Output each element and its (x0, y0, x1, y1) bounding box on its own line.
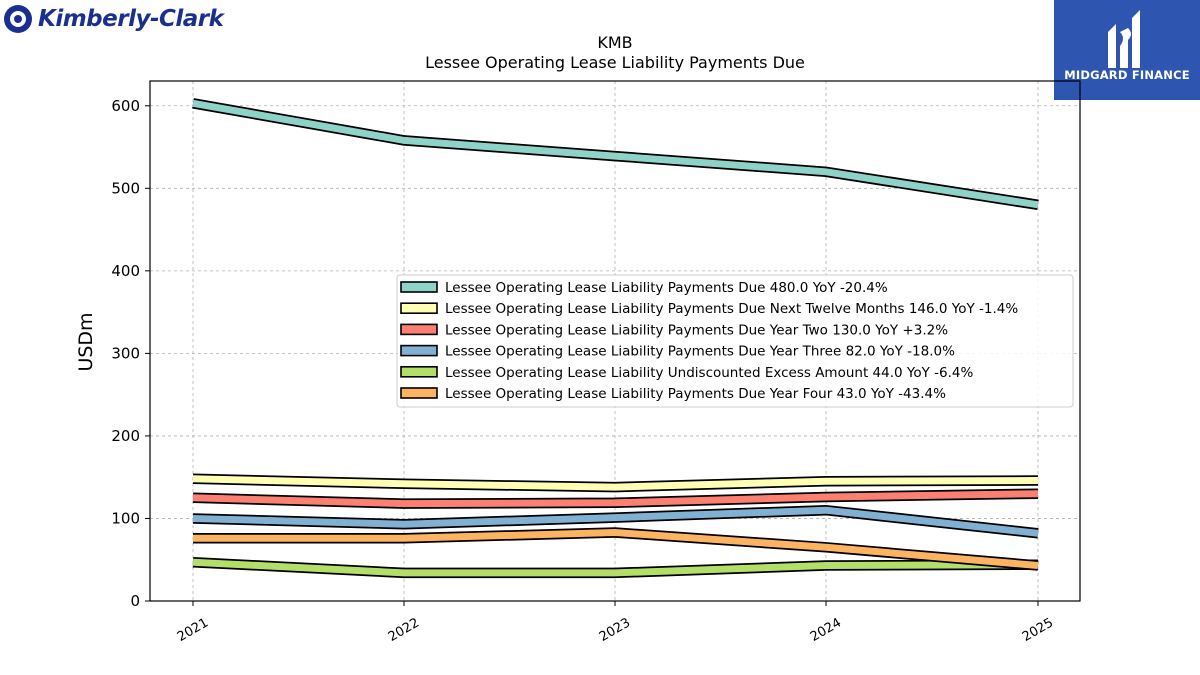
legend-swatch (400, 302, 438, 315)
midgard-finance-logo: MIDGARD FINANCE (1054, 0, 1200, 100)
midgard-finance-wordmark: MIDGARD FINANCE (1064, 68, 1190, 82)
y-tick-label: 500 (111, 179, 140, 197)
legend-label: Lessee Operating Lease Liability Payment… (445, 322, 948, 338)
x-tick-label: 2023 (597, 615, 633, 645)
y-tick-label: 100 (111, 509, 140, 527)
y-tick-label: 0 (130, 592, 140, 610)
legend-entry: Lessee Operating Lease Liability Undisco… (400, 365, 973, 381)
legend-swatch (400, 281, 438, 293)
y-tick-label: 400 (111, 262, 140, 280)
chart-title: KMB (597, 33, 632, 52)
legend-label: Lessee Operating Lease Liability Undisco… (445, 365, 973, 381)
x-tick-label: 2024 (808, 615, 844, 645)
kimberly-clark-wordmark: Kimberly-Clark (38, 6, 224, 32)
series-line-0 (192, 98, 1039, 210)
legend-box (396, 274, 1074, 408)
kimberly-clark-logo: Kimberly-Clark (4, 4, 224, 34)
legend-label: Lessee Operating Lease Liability Payment… (445, 386, 946, 402)
chart-subtitle: Lessee Operating Lease Liability Payment… (425, 53, 805, 72)
y-axis-label: USDm (75, 312, 97, 371)
midgard-emblem-icon (1108, 10, 1140, 68)
y-tick-label: 600 (111, 97, 140, 115)
legend-swatch (400, 344, 438, 357)
plot-frame (149, 80, 1081, 602)
series-line-5 (192, 527, 1039, 571)
series-lines (192, 98, 1039, 579)
legend-swatch (400, 323, 438, 336)
y-axis-ticks: 0 100 200 300 400 500 600 (111, 97, 150, 610)
legend-swatch (400, 387, 438, 399)
legend-entry: Lessee Operating Lease Liability Payment… (400, 322, 948, 338)
series-line-2 (192, 488, 1039, 509)
legend-entry: Lessee Operating Lease Liability Payment… (400, 280, 888, 296)
legend-entry: Lessee Operating Lease Liability Payment… (400, 386, 946, 402)
legend-label: Lessee Operating Lease Liability Payment… (445, 301, 1018, 317)
legend-swatch (400, 365, 438, 378)
legend-label: Lessee Operating Lease Liability Payment… (445, 344, 955, 360)
y-tick-label: 200 (111, 427, 140, 445)
legend: Lessee Operating Lease Liability Payment… (396, 274, 1074, 408)
x-tick-label: 2025 (1020, 615, 1056, 645)
series-line-1 (192, 473, 1039, 493)
kimberly-clark-emblem-icon (4, 5, 32, 33)
x-axis-ticks: 2021 2022 2023 2024 2025 (175, 601, 1056, 645)
x-tick-label: 2021 (175, 615, 211, 645)
legend-label: Lessee Operating Lease Liability Payment… (445, 280, 888, 296)
series-line-3 (192, 504, 1039, 539)
y-tick-label: 300 (111, 344, 140, 362)
x-tick-label: 2022 (386, 615, 422, 645)
legend-entry: Lessee Operating Lease Liability Payment… (400, 301, 1018, 317)
series-line-4 (192, 556, 1039, 579)
legend-entry: Lessee Operating Lease Liability Payment… (400, 344, 955, 360)
